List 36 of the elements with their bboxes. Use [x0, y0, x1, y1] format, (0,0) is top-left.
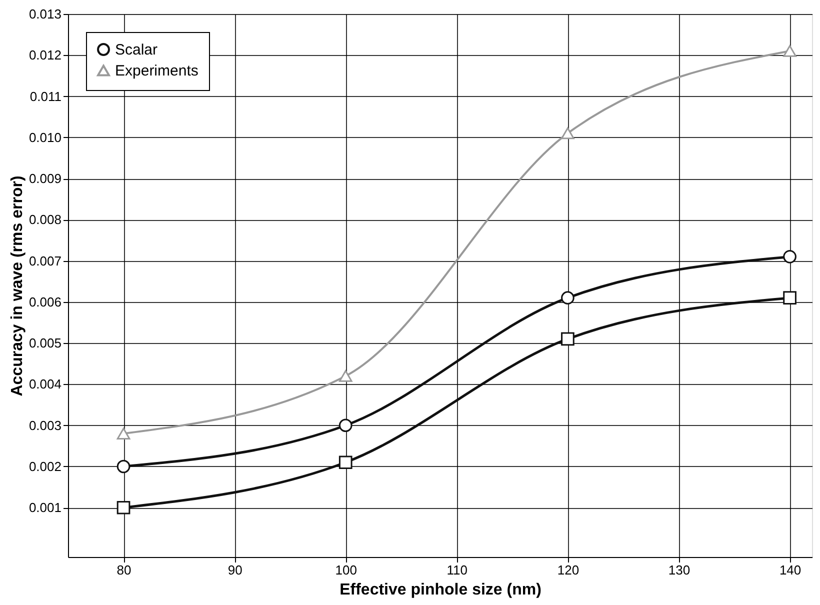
point	[116, 460, 130, 474]
y-tick-label: 0.002	[28, 459, 62, 474]
y-tick-label: 0.008	[28, 212, 62, 228]
y-tick-label: 0.006	[28, 294, 62, 310]
x-tick-label: 120	[557, 562, 580, 578]
y-tick-label: 0.005	[28, 336, 62, 351]
point	[783, 250, 796, 264]
y-tick-label: 0.010	[28, 130, 62, 145]
point	[561, 127, 574, 140]
y-tick-label: 0.001	[28, 500, 62, 516]
point	[561, 332, 574, 346]
y-tick-label: 0.011	[30, 88, 62, 104]
legend-label: Scalar	[115, 42, 158, 58]
x-tick-label: 80	[116, 562, 132, 578]
x-tick-label: 130	[668, 562, 690, 578]
point	[338, 370, 352, 382]
x-tick-label: 100	[335, 562, 357, 578]
y-axis-title: Accuracy in wave (rms error)	[8, 176, 26, 396]
point	[338, 456, 352, 470]
y-tick-label: 0.012	[28, 48, 62, 63]
legend-label: Experiments	[115, 62, 198, 80]
y-tick-label: 0.009	[28, 171, 62, 186]
point	[783, 291, 796, 305]
x-axis-title: Effective pinhole size (nm)	[340, 582, 542, 598]
point	[561, 291, 574, 304]
x-tick-label: 110	[446, 562, 468, 578]
x-tick-label: 90	[228, 562, 242, 578]
x-tick-label: 140	[779, 562, 802, 578]
y-tick-label: 0.003	[28, 418, 62, 433]
point	[116, 500, 130, 514]
point	[338, 418, 352, 432]
point	[783, 45, 796, 57]
y-tick-label: 0.004	[28, 376, 62, 392]
point	[116, 428, 130, 440]
y-tick-label: 0.007	[28, 253, 62, 268]
y-tick-label: 0.013	[28, 6, 62, 22]
